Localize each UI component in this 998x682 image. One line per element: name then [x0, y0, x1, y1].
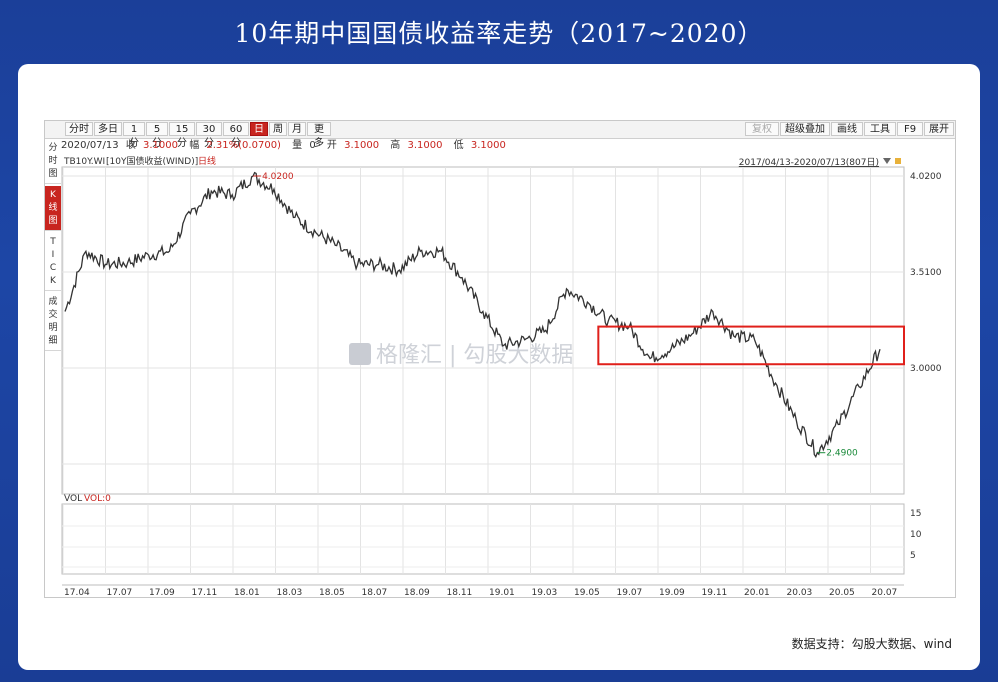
tool-button-3[interactable]: 工具	[864, 122, 896, 136]
side-tab-0[interactable]: 分时图	[45, 139, 61, 184]
x-tick-9: 18.11	[447, 588, 473, 596]
x-tick-10: 19.01	[489, 588, 515, 596]
period-button-4[interactable]: 15分	[169, 122, 195, 149]
instrument-code: TB10Y.WI	[63, 157, 105, 167]
period-button-9[interactable]: 月	[288, 122, 306, 136]
watermark-logo-icon	[349, 343, 371, 365]
tool-button-5[interactable]: 展开	[924, 122, 954, 136]
x-tick-11: 19.03	[532, 588, 558, 596]
vol-tick-0: 15	[910, 509, 921, 519]
instrument-name: [10Y国债收益(WIND)]	[106, 155, 198, 167]
vol-tick-2: 5	[910, 551, 916, 561]
vol-value: 0	[309, 140, 316, 151]
x-tick-3: 17.11	[192, 588, 218, 596]
max-label: 4.0200	[262, 172, 294, 182]
period-button-5[interactable]: 30分	[196, 122, 222, 149]
period-toolbar: 分时 多日 1分 5分 15分 30分 60分日周月更多 复权 超级叠加 画线 工具 F9 展开	[45, 121, 955, 149]
y-tick-0: 4.0200	[910, 172, 942, 182]
period-button-10[interactable]: 更多	[307, 122, 331, 149]
period-button-2[interactable]: 1分	[123, 122, 145, 149]
x-tick-16: 20.01	[744, 588, 770, 596]
close-label: 收	[125, 140, 136, 151]
high-value: 3.1000	[407, 140, 443, 151]
settings-icon	[895, 158, 901, 164]
min-label: 2.4900	[826, 449, 858, 459]
x-tick-4: 18.01	[234, 588, 260, 596]
yield-line	[64, 171, 881, 459]
x-tick-7: 18.07	[362, 588, 388, 596]
date-range: 2017/04/13-2020/07/13(807日)	[739, 157, 879, 168]
x-tick-1: 17.07	[107, 588, 133, 596]
period-button-7[interactable]: 日	[250, 122, 268, 136]
vol-value: VOL:0	[84, 494, 111, 504]
x-tick-12: 19.05	[574, 588, 600, 596]
x-tick-5: 18.03	[277, 588, 303, 596]
x-tick-0: 17.04	[64, 588, 90, 596]
low-value: 3.1000	[470, 140, 506, 151]
vol-label: 量	[292, 140, 303, 151]
x-tick-14: 19.09	[659, 588, 685, 596]
tool-button-0[interactable]: 复权	[745, 122, 779, 136]
high-label: 高	[390, 140, 401, 151]
open-value: 3.1000	[344, 140, 380, 151]
period-label: 日线	[198, 155, 216, 167]
change-label: 幅	[189, 140, 200, 151]
x-tick-15: 19.11	[702, 588, 728, 596]
info-line: 2020/07/13 收 3.1000 幅 2.31%(0.0700) 量 0 …	[61, 139, 514, 152]
period-button-8[interactable]: 周	[269, 122, 287, 136]
close-value: 3.1000	[143, 140, 179, 151]
x-tick-6: 18.05	[319, 588, 345, 596]
data-source: 数据支持：勾股大数据、wind	[791, 637, 952, 651]
open-label: 开	[326, 140, 337, 151]
vol-title: VOL	[64, 494, 82, 504]
vol-tick-1: 10	[910, 530, 922, 540]
period-button-0[interactable]: 分时	[65, 122, 93, 136]
period-button-1[interactable]: 多日	[94, 122, 122, 136]
x-tick-2: 17.09	[149, 588, 175, 596]
x-tick-18: 20.05	[829, 588, 855, 596]
tool-button-2[interactable]: 画线	[831, 122, 863, 136]
volume-plot-frame	[61, 503, 905, 575]
main-plot-frame	[61, 166, 905, 495]
side-tab-3[interactable]: 成交明细	[45, 293, 61, 351]
low-label: 低	[453, 140, 464, 151]
kline-chart[interactable]: TB10Y.WI [10Y国债收益(WIND)] 日线 2017/04/13-2020…	[61, 153, 954, 596]
x-tick-8: 18.09	[404, 588, 430, 596]
chart-app: 分时 多日 1分 5分 15分 30分 60分日周月更多 复权 超级叠加 画线 工具 F9 展开 分时图…	[44, 120, 956, 598]
change-value: 2.31%(0.0700)	[206, 140, 281, 151]
watermark-text: 格隆汇 | 勾股大数据	[376, 343, 573, 368]
x-tick-13: 19.07	[617, 588, 643, 596]
x-tick-17: 20.03	[787, 588, 813, 596]
period-button-6[interactable]: 60分	[223, 122, 249, 149]
y-tick-2: 3.0000	[910, 364, 942, 374]
period-button-3[interactable]: 5分	[146, 122, 168, 149]
y-tick-1: 3.5100	[910, 268, 942, 278]
x-tick-19: 20.07	[872, 588, 898, 596]
page-title: 10年期中国国债收益率走势（2017~2020）	[234, 19, 764, 48]
highlight-box	[597, 325, 905, 366]
dropdown-icon	[883, 158, 891, 164]
info-date: 2020/07/13	[61, 140, 119, 151]
tool-button-1[interactable]: 超级叠加	[780, 122, 830, 136]
tool-button-4[interactable]: F9	[897, 122, 923, 136]
